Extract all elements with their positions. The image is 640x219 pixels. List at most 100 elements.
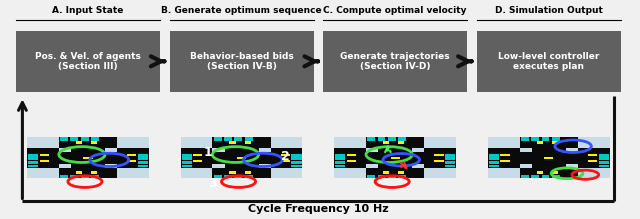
Bar: [489, 164, 499, 167]
FancyBboxPatch shape: [366, 148, 378, 152]
Bar: [40, 160, 49, 162]
Bar: [60, 137, 68, 141]
Bar: [214, 137, 221, 141]
Bar: [193, 154, 202, 156]
Bar: [598, 154, 609, 157]
Bar: [445, 164, 455, 167]
Bar: [398, 175, 406, 178]
Text: Low-level controller
executes plan: Low-level controller executes plan: [498, 52, 600, 71]
Text: A. Input State: A. Input State: [52, 6, 124, 15]
Bar: [552, 137, 560, 141]
Bar: [521, 137, 529, 141]
Bar: [138, 161, 148, 164]
Bar: [281, 160, 290, 162]
Text: D. Simulation Output: D. Simulation Output: [495, 6, 603, 15]
FancyBboxPatch shape: [16, 31, 160, 92]
Bar: [28, 154, 38, 157]
Bar: [489, 157, 499, 160]
FancyBboxPatch shape: [259, 164, 271, 168]
Bar: [552, 175, 560, 178]
FancyBboxPatch shape: [520, 148, 532, 152]
Bar: [378, 175, 385, 178]
Bar: [520, 137, 578, 178]
Bar: [552, 141, 558, 144]
Bar: [367, 175, 375, 178]
Bar: [347, 154, 356, 156]
Bar: [366, 137, 424, 178]
Bar: [291, 154, 301, 157]
Bar: [435, 160, 444, 162]
Bar: [335, 161, 346, 164]
Bar: [182, 164, 192, 167]
Bar: [180, 137, 302, 178]
FancyBboxPatch shape: [412, 164, 424, 168]
Bar: [335, 154, 346, 157]
FancyBboxPatch shape: [59, 148, 71, 152]
Bar: [398, 137, 406, 141]
Bar: [138, 157, 148, 160]
Bar: [291, 164, 301, 167]
Bar: [531, 175, 539, 178]
FancyBboxPatch shape: [366, 164, 378, 168]
Bar: [281, 154, 290, 156]
Bar: [91, 141, 97, 144]
Bar: [224, 175, 232, 178]
Bar: [244, 171, 251, 174]
Bar: [83, 157, 93, 159]
Bar: [28, 164, 38, 167]
Bar: [127, 154, 136, 156]
Bar: [488, 137, 610, 178]
FancyBboxPatch shape: [105, 148, 117, 152]
Bar: [488, 148, 610, 168]
Bar: [244, 175, 253, 178]
Bar: [28, 148, 149, 168]
Bar: [500, 160, 509, 162]
Bar: [383, 171, 389, 174]
Bar: [552, 171, 558, 174]
Bar: [214, 175, 221, 178]
Bar: [335, 157, 346, 160]
FancyBboxPatch shape: [323, 31, 467, 92]
FancyBboxPatch shape: [212, 164, 225, 168]
Bar: [60, 175, 68, 178]
Text: 1: 1: [204, 146, 212, 159]
Bar: [212, 137, 271, 178]
Bar: [489, 154, 499, 157]
Bar: [521, 175, 529, 178]
Bar: [234, 137, 242, 141]
Bar: [531, 137, 539, 141]
Bar: [445, 154, 455, 157]
Bar: [598, 164, 609, 167]
Text: Behavior-based bids
(Section IV-B): Behavior-based bids (Section IV-B): [189, 52, 294, 71]
Bar: [230, 171, 236, 174]
Bar: [598, 161, 609, 164]
Text: 3: 3: [208, 177, 217, 190]
Bar: [541, 175, 549, 178]
Bar: [291, 157, 301, 160]
Bar: [335, 164, 346, 167]
Bar: [59, 137, 117, 178]
Bar: [588, 154, 597, 156]
Bar: [367, 137, 375, 141]
Bar: [40, 154, 49, 156]
Bar: [91, 175, 99, 178]
Bar: [182, 157, 192, 160]
Bar: [127, 160, 136, 162]
Bar: [536, 171, 543, 174]
Bar: [224, 137, 232, 141]
Bar: [70, 137, 78, 141]
Bar: [500, 154, 509, 156]
Bar: [398, 141, 404, 144]
Bar: [91, 171, 97, 174]
Bar: [390, 157, 400, 159]
Bar: [489, 161, 499, 164]
Bar: [70, 175, 78, 178]
Bar: [91, 137, 99, 141]
Text: Pos. & Vel. of agents
(Section III): Pos. & Vel. of agents (Section III): [35, 52, 141, 71]
Bar: [445, 161, 455, 164]
Bar: [81, 137, 88, 141]
FancyBboxPatch shape: [105, 164, 117, 168]
Bar: [76, 141, 82, 144]
Bar: [598, 157, 609, 160]
Bar: [180, 148, 302, 168]
